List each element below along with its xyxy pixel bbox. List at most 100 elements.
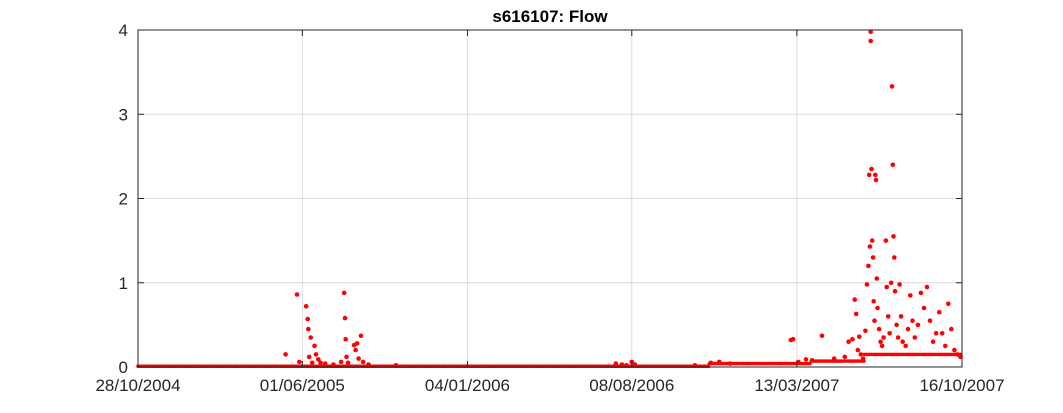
data-point — [889, 84, 895, 89]
data-point — [870, 255, 876, 260]
data-point — [900, 339, 905, 345]
data-point — [915, 322, 921, 328]
data-point — [903, 343, 908, 349]
data-point — [305, 316, 311, 322]
data-point — [717, 359, 722, 365]
data-point — [905, 326, 911, 332]
data-point — [892, 255, 897, 260]
data-point — [952, 347, 957, 353]
data-point — [313, 352, 319, 357]
x-axis-ticks: 28/10/2004 01/06/2005 04/01/2006 08/08/2006… — [95, 30, 1005, 395]
data-point — [353, 347, 358, 353]
data-point — [283, 352, 288, 357]
data-point — [881, 335, 886, 340]
data-point — [294, 292, 300, 297]
data-point — [949, 326, 954, 332]
data-point — [306, 326, 311, 332]
data-point — [708, 360, 714, 366]
grid-lines — [137, 29, 963, 368]
data-point — [727, 361, 733, 366]
data-point — [890, 162, 896, 168]
y-tick-label: 2 — [119, 190, 128, 209]
data-point — [860, 356, 866, 361]
y-tick-label: 1 — [119, 274, 128, 293]
data-point — [632, 362, 638, 367]
data-point — [873, 172, 878, 178]
data-point — [955, 352, 960, 357]
data-point — [908, 293, 913, 298]
data-point — [871, 299, 876, 304]
data-point — [852, 297, 857, 302]
data-point — [869, 238, 875, 243]
data-point — [894, 322, 899, 328]
data-point — [892, 288, 898, 294]
data-point — [619, 362, 625, 367]
data-point — [393, 363, 399, 368]
data-point — [831, 356, 837, 361]
data-point — [850, 336, 855, 342]
data-points — [283, 29, 963, 368]
data-point — [868, 38, 873, 44]
data-point — [309, 360, 315, 366]
data-point — [864, 282, 870, 287]
data-point — [613, 361, 619, 366]
data-point — [360, 359, 366, 365]
data-point — [930, 339, 936, 345]
data-point — [884, 284, 889, 290]
data-point — [316, 357, 321, 362]
data-point — [341, 290, 347, 296]
data-point — [924, 284, 930, 290]
y-axis-ticks: 0 1 2 3 4 — [119, 21, 962, 377]
data-point — [869, 166, 874, 172]
data-point — [344, 354, 349, 360]
y-tick-label: 0 — [119, 358, 128, 377]
data-point — [366, 362, 371, 367]
data-point — [887, 331, 892, 336]
data-point — [790, 336, 796, 342]
data-point — [303, 304, 309, 309]
data-point — [921, 305, 927, 311]
data-point — [897, 282, 902, 287]
x-tick-label: 13/03/2007 — [754, 376, 839, 395]
data-point — [933, 331, 939, 336]
data-point — [331, 362, 336, 367]
data-point — [306, 354, 312, 360]
y-tick-label: 3 — [119, 105, 128, 124]
data-point — [312, 343, 317, 349]
data-point — [358, 333, 364, 339]
data-point — [943, 343, 948, 349]
chart-title: s616107: Flow — [492, 7, 608, 26]
baseline-points — [136, 352, 963, 369]
y-tick-label: 4 — [119, 21, 128, 40]
data-point — [866, 263, 871, 269]
data-point — [891, 234, 896, 239]
x-tick-label: 08/08/2006 — [589, 376, 674, 395]
data-point — [308, 335, 314, 340]
data-point — [873, 177, 879, 183]
data-point — [876, 326, 882, 332]
data-point — [895, 335, 901, 340]
data-point — [343, 336, 349, 342]
data-point — [912, 335, 918, 340]
data-point — [874, 276, 880, 281]
data-point — [885, 314, 891, 319]
x-tick-label: 28/10/2004 — [95, 376, 180, 395]
data-point — [866, 172, 872, 178]
data-point — [356, 356, 361, 361]
x-tick-label: 04/01/2006 — [425, 376, 510, 395]
data-point — [918, 290, 924, 296]
data-point — [858, 352, 864, 357]
data-point — [318, 360, 323, 366]
data-point — [946, 301, 951, 307]
data-point — [322, 361, 328, 366]
data-point — [863, 328, 868, 334]
data-point — [898, 314, 904, 319]
data-point — [855, 347, 861, 353]
data-point — [936, 309, 942, 315]
data-point — [819, 333, 825, 339]
data-point — [345, 360, 351, 366]
data-point — [888, 280, 894, 286]
data-point — [857, 334, 862, 340]
data-point — [867, 244, 873, 249]
